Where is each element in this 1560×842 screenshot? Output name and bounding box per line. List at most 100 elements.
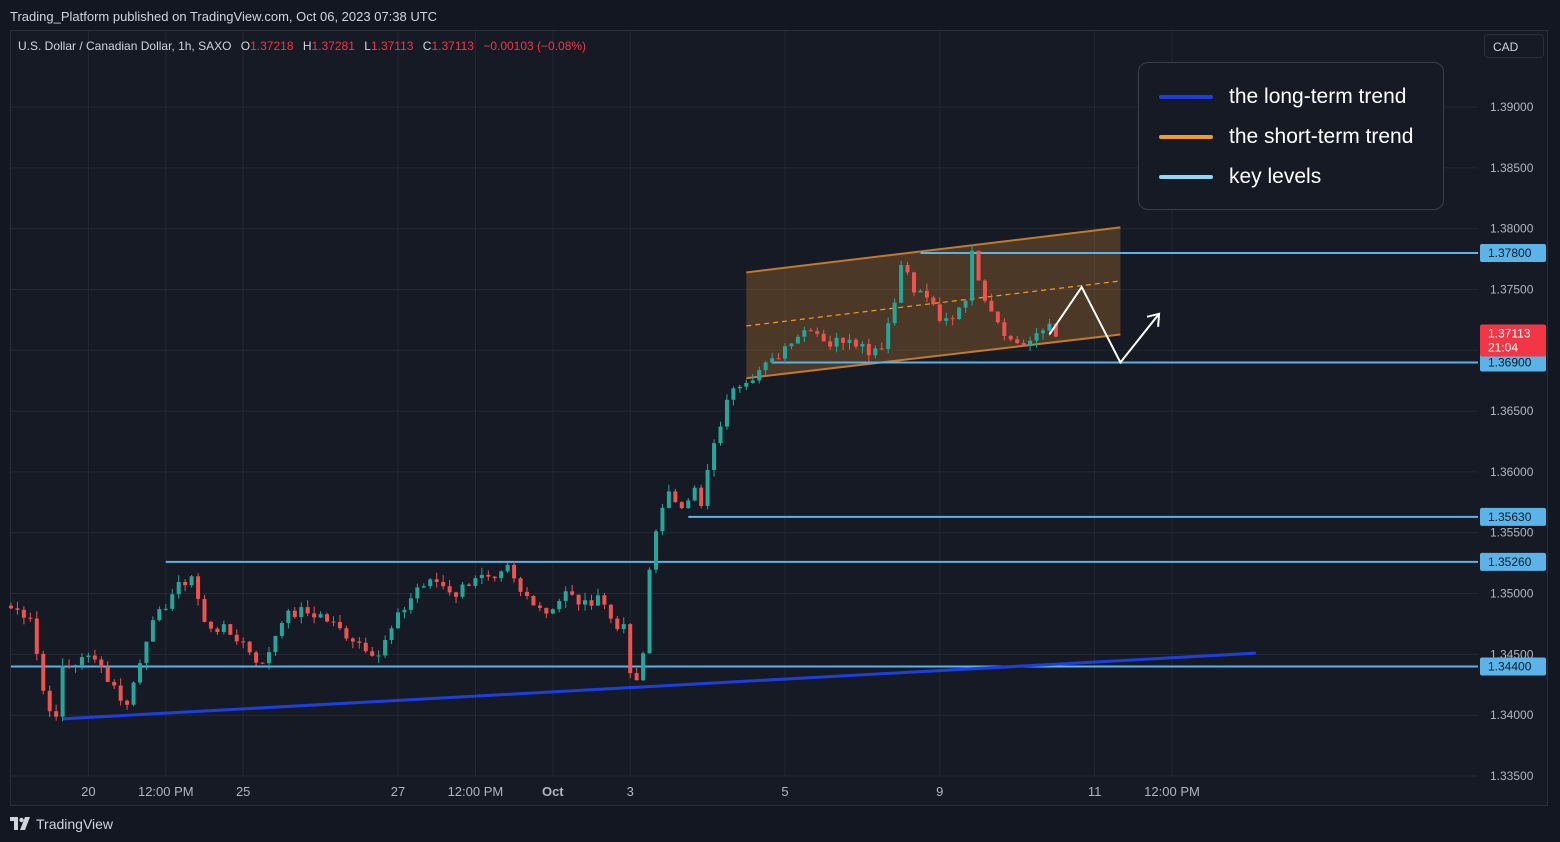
candle-body bbox=[705, 469, 710, 507]
bottom-bar: TradingView bbox=[0, 806, 1560, 842]
y-tick-label: 1.35000 bbox=[1490, 587, 1534, 601]
currency-selector[interactable]: CAD bbox=[1484, 34, 1544, 58]
published-caption: Trading_Platform published on TradingVie… bbox=[10, 9, 438, 24]
candle-body bbox=[1047, 323, 1052, 331]
candle-body bbox=[305, 607, 310, 614]
tradingview-logo[interactable]: TradingView bbox=[10, 816, 113, 832]
grid-lines bbox=[11, 31, 1478, 777]
candle-body bbox=[163, 608, 168, 610]
candle-body bbox=[54, 711, 59, 717]
tradingview-logo-icon bbox=[10, 817, 30, 830]
candle-body bbox=[699, 487, 704, 507]
candle-body bbox=[989, 300, 994, 312]
candle-body bbox=[808, 330, 813, 332]
candle-body bbox=[937, 304, 942, 321]
candle-body bbox=[434, 579, 439, 582]
x-tick-label: 11 bbox=[1088, 784, 1102, 799]
y-tick-label: 1.36000 bbox=[1490, 465, 1534, 479]
candle-body bbox=[744, 382, 749, 387]
legend-label: the long-term trend bbox=[1229, 85, 1407, 108]
candle-body bbox=[247, 641, 252, 653]
candle-body bbox=[776, 358, 781, 360]
key-level-tag bbox=[1480, 243, 1546, 262]
key-level-tag bbox=[1480, 353, 1546, 372]
candle-body bbox=[260, 662, 265, 664]
candle-body bbox=[170, 594, 175, 609]
legend-item-short-term: the short-term trend bbox=[1159, 125, 1413, 149]
candle-body bbox=[673, 491, 678, 503]
key-level-tag-label: 1.34400 bbox=[1488, 660, 1532, 674]
x-tick-label: 27 bbox=[391, 784, 405, 799]
candle-body bbox=[828, 341, 833, 347]
x-tick-label: 5 bbox=[781, 784, 788, 799]
candle-body bbox=[634, 673, 639, 681]
y-tick-label: 1.34000 bbox=[1490, 708, 1534, 722]
y-tick-label: 1.36500 bbox=[1490, 404, 1534, 418]
candle-body bbox=[628, 624, 633, 674]
candle-body bbox=[602, 595, 607, 605]
y-tick-label: 1.39000 bbox=[1490, 100, 1534, 114]
candle-body bbox=[544, 607, 549, 614]
close-value: 1.37113 bbox=[431, 39, 474, 53]
candle-body bbox=[292, 610, 297, 618]
x-tick-label: 3 bbox=[627, 784, 634, 799]
candle-body bbox=[724, 399, 729, 427]
candle-body bbox=[157, 609, 162, 621]
candle-body bbox=[686, 500, 691, 509]
candle-body bbox=[176, 581, 181, 595]
candle-body bbox=[847, 339, 852, 343]
candle-body bbox=[770, 358, 775, 363]
candle-body bbox=[479, 574, 484, 579]
candle-body bbox=[105, 666, 110, 682]
candle-body bbox=[892, 302, 897, 324]
candle-body bbox=[692, 487, 697, 501]
candle-body bbox=[537, 605, 542, 608]
candle-body bbox=[208, 621, 213, 629]
candle-body bbox=[802, 330, 807, 337]
candle-body bbox=[415, 587, 420, 599]
candle-body bbox=[550, 609, 555, 614]
candle-body bbox=[970, 250, 975, 301]
candle-body bbox=[241, 641, 246, 643]
candle-body bbox=[41, 653, 46, 691]
candle-body bbox=[79, 657, 84, 666]
candle-body bbox=[666, 491, 671, 508]
candle-body bbox=[228, 624, 233, 635]
candle-body bbox=[647, 569, 652, 654]
candle-body bbox=[757, 370, 762, 381]
key-level-tag bbox=[1480, 552, 1546, 571]
key-level-tag bbox=[1480, 657, 1546, 676]
y-tick-label: 1.35500 bbox=[1490, 526, 1534, 540]
candle-body bbox=[221, 624, 226, 633]
high-value: 1.37281 bbox=[311, 39, 355, 53]
long-term-trendline bbox=[62, 651, 1256, 721]
candle-body bbox=[344, 628, 349, 639]
legend-swatch-short-term bbox=[1159, 135, 1213, 139]
projection-path bbox=[1048, 285, 1161, 365]
candle-body bbox=[931, 297, 936, 305]
candle-body bbox=[924, 290, 929, 298]
long-term-trend-line bbox=[62, 651, 1256, 721]
legend-item-key-levels: key levels bbox=[1159, 165, 1321, 189]
candle-body bbox=[73, 665, 78, 667]
candle-body bbox=[679, 502, 684, 509]
candle-body bbox=[950, 318, 955, 320]
y-tick-label: 1.37500 bbox=[1490, 282, 1534, 296]
candle-body bbox=[899, 265, 904, 303]
candle-body bbox=[944, 318, 949, 321]
candle-body bbox=[641, 653, 646, 681]
candle-body bbox=[589, 600, 594, 606]
channel-lower-line bbox=[746, 333, 1121, 380]
candle-body bbox=[912, 272, 916, 293]
projection-line bbox=[1048, 285, 1160, 365]
candle-body bbox=[454, 592, 459, 597]
candle-body bbox=[473, 578, 478, 586]
x-tick-label: 12:00 PM bbox=[448, 784, 504, 799]
channel-upper-line bbox=[746, 226, 1121, 274]
candle-body bbox=[215, 628, 220, 633]
legend-swatch-key-levels bbox=[1159, 175, 1213, 179]
candle-body bbox=[860, 343, 865, 347]
candle-body bbox=[886, 323, 891, 349]
candle-body bbox=[1008, 335, 1013, 340]
